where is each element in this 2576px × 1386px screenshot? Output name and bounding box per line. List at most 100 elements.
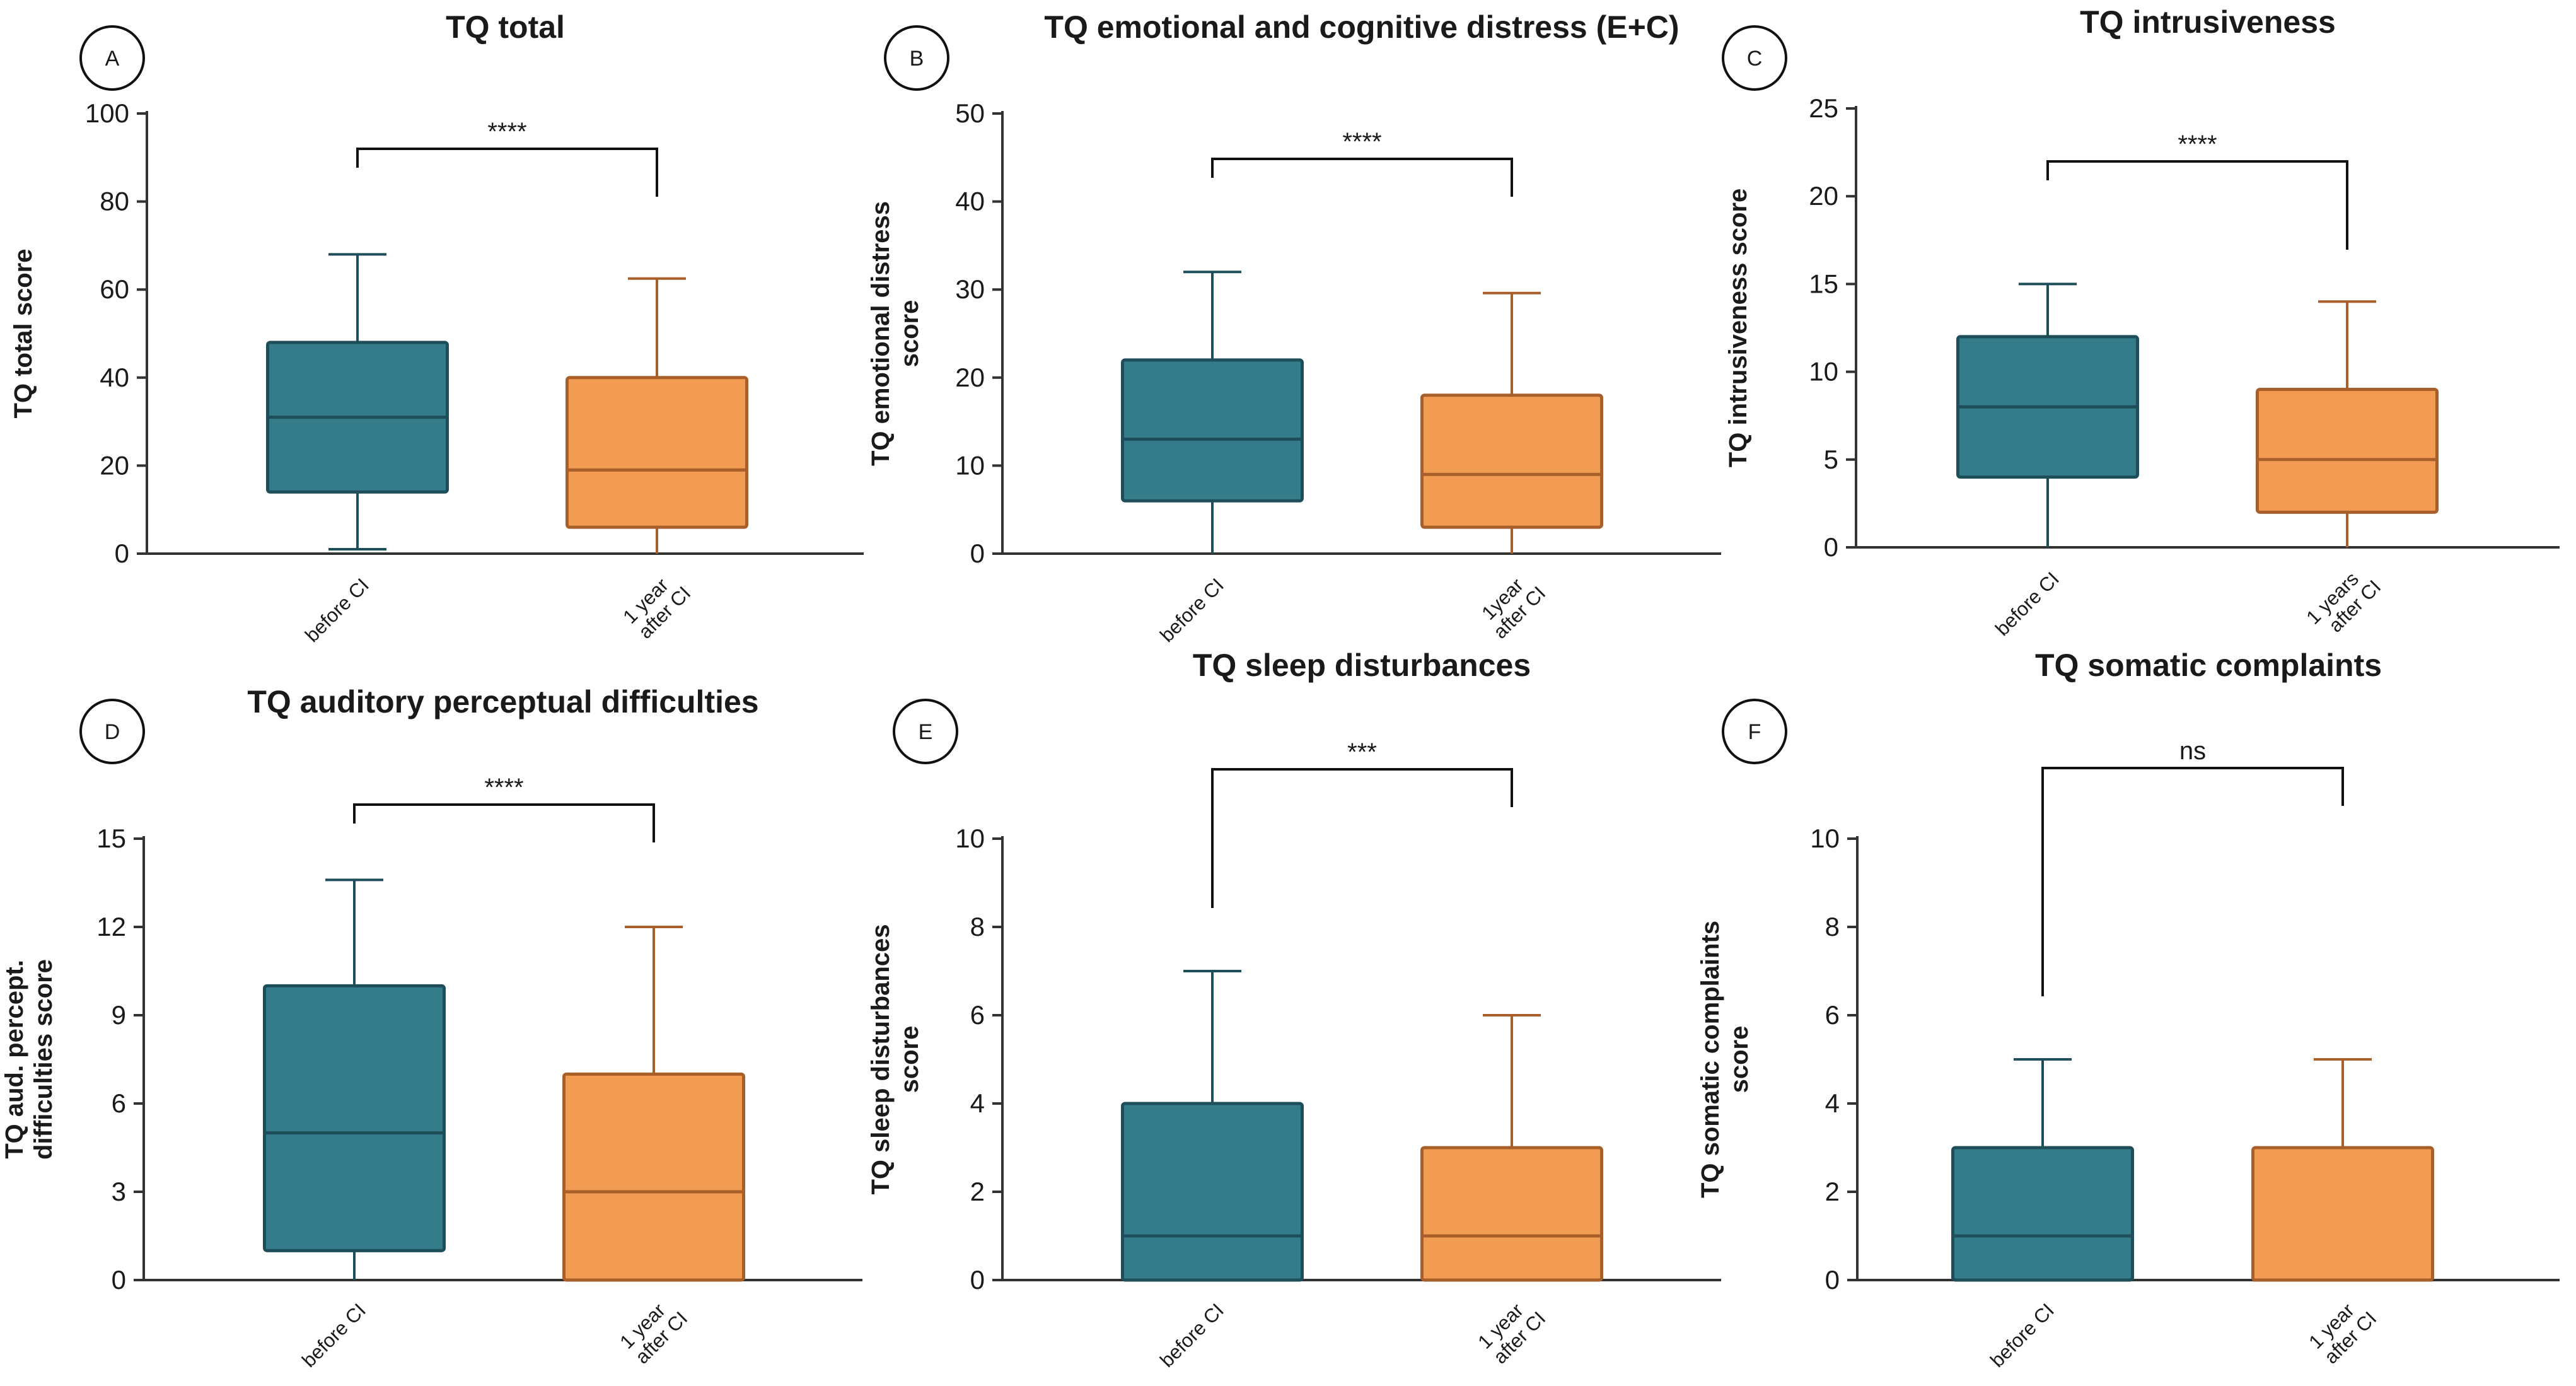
panel-badge bbox=[79, 699, 145, 764]
y-tick-label: 15 bbox=[96, 824, 126, 853]
y-tick-label: 12 bbox=[96, 912, 126, 941]
y-tick-label: 5 bbox=[1824, 445, 1838, 474]
box-iqr bbox=[562, 1072, 745, 1282]
y-tick-label: 80 bbox=[100, 187, 129, 216]
y-tick-label: 6 bbox=[970, 1000, 985, 1030]
panel-d: D TQ auditory perceptual difficulties TQ a… bbox=[1, 684, 862, 1371]
y-tick-label: 6 bbox=[112, 1088, 126, 1118]
y-tick-label: 6 bbox=[1825, 1000, 1840, 1030]
y-axis-label-line: difficulties score bbox=[30, 959, 57, 1160]
x-category-label: 1 yearafter CI bbox=[1473, 1292, 1550, 1368]
y-axis-label: TQ intrusiveness score bbox=[1724, 189, 1752, 467]
significance-label: **** bbox=[484, 774, 523, 801]
box-iqr bbox=[566, 376, 748, 529]
y-tick-label: 60 bbox=[100, 274, 129, 304]
y-tick-label: 8 bbox=[970, 912, 985, 941]
panel-letter: F bbox=[1748, 720, 1761, 744]
box-iqr bbox=[263, 984, 446, 1252]
y-tick-label: 30 bbox=[955, 274, 985, 304]
y-tick-label: 20 bbox=[1809, 181, 1838, 211]
chart-title: TQ emotional and cognitive distress (E+C… bbox=[1044, 9, 1679, 45]
y-tick-label: 40 bbox=[955, 187, 985, 216]
chart-title: TQ sleep disturbances bbox=[1193, 648, 1531, 683]
chart-title: TQ somatic complaints bbox=[2035, 648, 2382, 683]
y-tick-label: 40 bbox=[100, 363, 129, 392]
y-tick-label: 0 bbox=[970, 539, 985, 568]
significance-bracket bbox=[2041, 767, 2344, 996]
significance-bracket bbox=[2046, 160, 2348, 250]
y-axis-label-line: TQ total score bbox=[9, 249, 37, 419]
y-tick-label: 10 bbox=[955, 824, 985, 853]
y-tick-label: 15 bbox=[1809, 269, 1838, 298]
y-tick-label: 10 bbox=[1809, 357, 1838, 387]
panel-badge bbox=[79, 25, 145, 91]
box-iqr bbox=[1121, 1102, 1304, 1282]
y-axis-label-line: TQ somatic complaints bbox=[1697, 921, 1724, 1198]
y-tick-label: 20 bbox=[955, 363, 985, 392]
y-tick-label: 10 bbox=[955, 450, 985, 480]
panel-badge bbox=[893, 699, 958, 764]
y-axis-label: TQ emotional distressscore bbox=[867, 201, 924, 466]
y-axis-label: TQ aud. percept.difficulties score bbox=[1, 959, 57, 1160]
y-axis-label-line: TQ intrusiveness score bbox=[1724, 189, 1752, 467]
y-tick-label: 100 bbox=[85, 98, 129, 128]
y-tick-label: 25 bbox=[1809, 93, 1838, 123]
x-category-label-line: before CI bbox=[1991, 568, 2063, 640]
y-axis-label-line: score bbox=[896, 1026, 924, 1093]
x-category-label: before CI bbox=[1991, 568, 2063, 640]
significance-bracket bbox=[1211, 768, 1513, 908]
box-iqr bbox=[2256, 387, 2439, 514]
y-axis-label: TQ sleep disturbancesscore bbox=[867, 924, 924, 1194]
significance-label: ns bbox=[2179, 737, 2206, 765]
y-tick-label: 2 bbox=[970, 1177, 985, 1206]
x-category-label: before CI bbox=[298, 1299, 370, 1371]
y-axis-label-line: TQ aud. percept. bbox=[1, 960, 28, 1159]
significance-label: *** bbox=[1347, 738, 1377, 766]
x-category-label-line: before CI bbox=[1156, 574, 1228, 646]
y-tick-label: 50 bbox=[955, 98, 985, 128]
panel-letter: A bbox=[105, 47, 120, 71]
box-iqr bbox=[1121, 358, 1304, 503]
x-category-label-line: before CI bbox=[301, 574, 373, 646]
x-category-label: 1 yearafter CI bbox=[615, 1292, 692, 1368]
chart-title: TQ intrusiveness bbox=[2080, 4, 2336, 40]
significance-label: **** bbox=[487, 118, 526, 146]
panel-badge bbox=[1722, 699, 1787, 764]
x-category-label: before CI bbox=[301, 574, 373, 646]
y-axis-label-line: score bbox=[896, 300, 924, 368]
y-tick-label: 0 bbox=[1824, 532, 1838, 562]
y-tick-label: 3 bbox=[112, 1177, 126, 1206]
y-tick-label: 8 bbox=[1825, 912, 1840, 941]
y-axis-label-line: TQ sleep disturbances bbox=[867, 924, 895, 1194]
significance-bracket bbox=[356, 148, 658, 197]
x-category-label-line: before CI bbox=[298, 1299, 370, 1371]
panel-letter: B bbox=[910, 47, 924, 71]
panel-letter: D bbox=[105, 720, 120, 744]
x-category-label: 1yearafter CI bbox=[1474, 567, 1550, 643]
y-tick-label: 10 bbox=[1810, 824, 1840, 853]
box-iqr bbox=[1951, 1146, 2134, 1282]
y-tick-label: 0 bbox=[115, 539, 129, 568]
panel-letter: E bbox=[919, 720, 933, 744]
x-category-label: 1 yearafter CI bbox=[618, 567, 695, 643]
significance-bracket bbox=[1211, 158, 1513, 197]
significance-label: **** bbox=[2178, 131, 2217, 158]
panel-a: A TQ total TQ total score 0 20 40 60 80 100 befor… bbox=[9, 9, 864, 646]
significance-bracket bbox=[353, 803, 655, 842]
box-iqr bbox=[1420, 1146, 1603, 1282]
y-tick-label: 0 bbox=[112, 1265, 126, 1295]
panel-badge bbox=[884, 25, 949, 91]
y-axis-label: TQ total score bbox=[9, 249, 37, 419]
panel-letter: C bbox=[1747, 47, 1763, 71]
y-tick-label: 20 bbox=[100, 450, 129, 480]
box-iqr bbox=[1420, 393, 1603, 529]
x-category-label: before CI bbox=[1986, 1299, 2058, 1371]
x-category-label: 1 yearsafter CI bbox=[2302, 561, 2385, 644]
box-iqr bbox=[2251, 1146, 2434, 1282]
y-axis-label-line: score bbox=[1726, 1026, 1753, 1093]
x-category-label: 1 yearafter CI bbox=[2304, 1292, 2381, 1368]
y-axis-label: TQ somatic complaintsscore bbox=[1697, 921, 1753, 1198]
